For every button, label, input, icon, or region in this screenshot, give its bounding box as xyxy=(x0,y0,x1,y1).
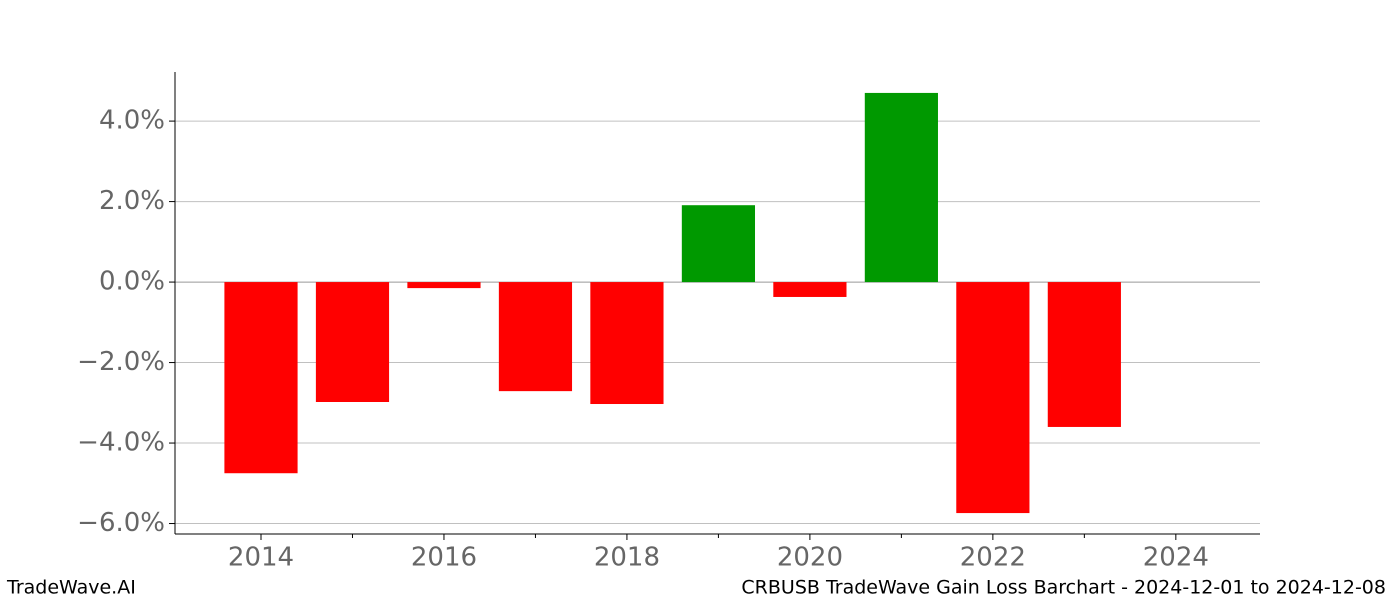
bar xyxy=(224,282,298,474)
bar xyxy=(956,282,1030,514)
y-tick-label: −4.0% xyxy=(77,428,165,458)
y-tick-label: −2.0% xyxy=(77,347,165,377)
watermark: TradeWave.AI xyxy=(6,577,136,599)
bar xyxy=(773,282,847,297)
bar xyxy=(864,92,938,283)
y-tick-label: 0.0% xyxy=(99,267,165,297)
bar xyxy=(407,282,481,289)
x-tick-label: 2018 xyxy=(594,543,660,573)
y-tick-label: −6.0% xyxy=(77,508,165,538)
footer-title: CRBUSB TradeWave Gain Loss Barchart - 20… xyxy=(741,577,1386,599)
bar xyxy=(315,282,390,402)
x-tick-label: 2014 xyxy=(228,543,294,573)
x-tick-label: 2022 xyxy=(960,543,1026,573)
bar xyxy=(681,205,756,283)
x-tick-label: 2024 xyxy=(1143,543,1209,573)
x-tick-label: 2016 xyxy=(411,543,477,573)
y-tick-label: 4.0% xyxy=(99,106,165,136)
bar xyxy=(1047,282,1121,427)
bar xyxy=(590,282,664,405)
x-tick-label: 2020 xyxy=(777,543,843,573)
bar xyxy=(498,282,573,392)
y-tick-label: 2.0% xyxy=(99,186,165,216)
